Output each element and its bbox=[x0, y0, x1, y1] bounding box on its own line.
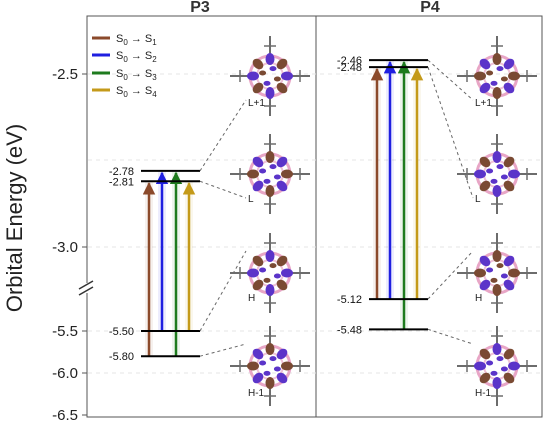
leader-line bbox=[199, 180, 247, 199]
y-tick-label: -6.5 bbox=[52, 407, 78, 424]
leader-line bbox=[427, 250, 474, 300]
level-energy-label: -2.46 bbox=[337, 55, 362, 67]
orbital-molecule-image bbox=[457, 36, 537, 116]
level-energy-label: -2.48 bbox=[337, 62, 362, 74]
legend-entry-s1: S0 → S1 bbox=[116, 33, 157, 47]
plot-frame bbox=[86, 15, 543, 418]
orbital-molecule-image bbox=[457, 326, 537, 406]
leader-line bbox=[427, 59, 474, 101]
orbital-images: L+1 L H H-1 L+1 L H H-1 bbox=[230, 36, 537, 406]
legend-entry-s4: S0 → S4 bbox=[116, 85, 157, 99]
y-axis-label: Orbital Energy (eV) bbox=[2, 124, 27, 312]
panel-title-p3: P3 bbox=[190, 0, 210, 16]
level-energy-label: -5.12 bbox=[337, 294, 362, 306]
energy-levels: -2.78-2.81 -5.50 -5.80 -2.46-2.48 -5.12 -5.48 bbox=[109, 55, 428, 363]
orbital-label: L+1 bbox=[248, 98, 265, 109]
orbital-label: H-1 bbox=[248, 388, 265, 399]
orbital-molecule-image bbox=[457, 233, 537, 313]
legend-entry-s3: S0 → S3 bbox=[116, 68, 157, 82]
leader-line bbox=[199, 250, 247, 332]
legend: S0 → S1 S0 → S2 S0 → S3 S0 → S4 bbox=[92, 33, 157, 99]
orbital-label: H bbox=[475, 293, 482, 304]
transition-arrows bbox=[142, 60, 424, 357]
orbital-molecule-image bbox=[230, 326, 310, 406]
orbital-molecule-image bbox=[230, 134, 310, 214]
y-tick-label: -2.5 bbox=[52, 66, 78, 83]
guide-lines bbox=[88, 73, 541, 374]
axis-break-marks bbox=[78, 280, 94, 296]
leader-line bbox=[199, 343, 247, 357]
y-tick-label: -5.5 bbox=[52, 323, 78, 340]
orbital-molecule-image bbox=[457, 134, 537, 214]
y-ticks: -2.5 -3.0 -5.5 -6.0 -6.5 bbox=[52, 66, 87, 424]
level-energy-label: -5.80 bbox=[109, 351, 134, 363]
level-energy-label: -5.48 bbox=[337, 324, 362, 336]
orbital-molecule-image bbox=[230, 233, 310, 313]
orbital-label: L bbox=[248, 194, 254, 205]
legend-entry-s2: S0 → S2 bbox=[116, 50, 157, 64]
orbital-label: L+1 bbox=[475, 98, 492, 109]
orbital-molecule-image bbox=[230, 36, 310, 116]
level-energy-label: -5.50 bbox=[109, 326, 134, 338]
orbital-label: H bbox=[248, 293, 255, 304]
level-energy-label: -2.78 bbox=[109, 166, 134, 178]
orbital-label: L bbox=[475, 194, 481, 205]
leader-line bbox=[427, 328, 474, 345]
leader-line bbox=[427, 66, 474, 199]
leader-lines bbox=[199, 59, 474, 357]
orbital-label: H-1 bbox=[475, 388, 492, 399]
panel-title-p4: P4 bbox=[420, 0, 440, 16]
y-tick-label: -6.0 bbox=[52, 365, 78, 382]
y-tick-label: -3.0 bbox=[52, 239, 78, 256]
level-energy-label: -2.81 bbox=[109, 176, 134, 188]
leader-line bbox=[199, 99, 247, 172]
